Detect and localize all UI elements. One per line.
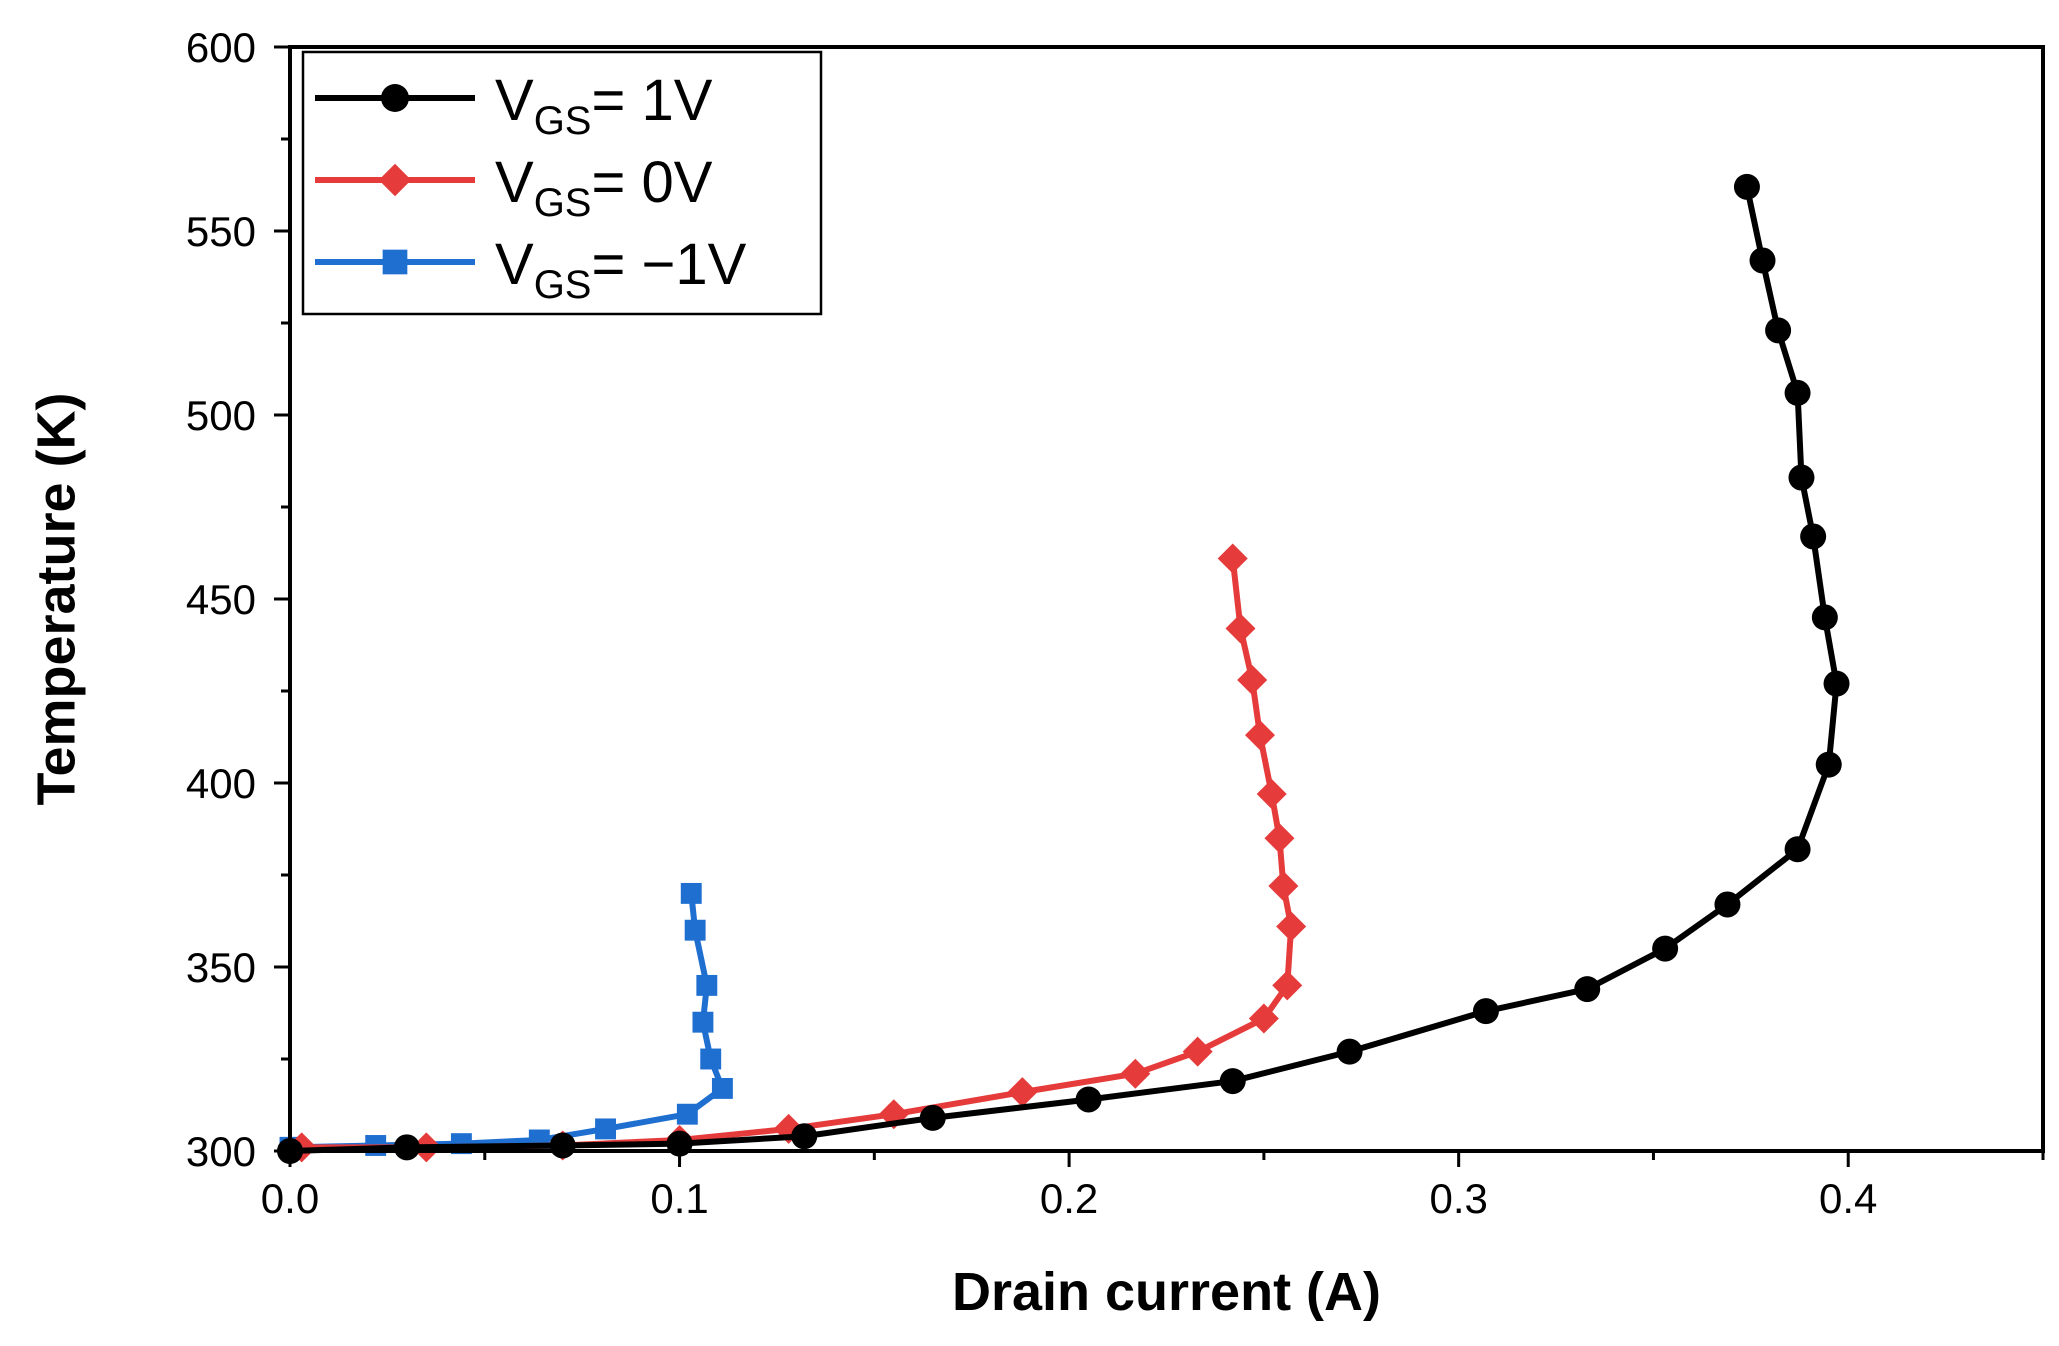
legend-marker [378, 163, 412, 197]
y-axis-title: Temperature (K) [26, 392, 86, 805]
series-diamond [286, 543, 1307, 1163]
data-point [1248, 1003, 1279, 1034]
legend-item: VGS= −1V [315, 232, 747, 307]
data-point [919, 1104, 946, 1131]
x-tick-label: 0.2 [1040, 1175, 1098, 1222]
x-axis-title: Drain current (A) [952, 1262, 1381, 1322]
data-point [1272, 970, 1303, 1001]
data-point [700, 1048, 722, 1070]
legend-label: VGS= 1V [495, 68, 713, 143]
data-point [1788, 464, 1815, 491]
x-tick-label: 0.3 [1429, 1175, 1487, 1222]
data-point [1784, 379, 1811, 406]
y-tick-label: 600 [186, 24, 256, 71]
data-point [791, 1123, 818, 1150]
legend-label: VGS= 0V [495, 150, 713, 225]
data-point [1749, 247, 1776, 274]
data-point [1075, 1086, 1102, 1113]
data-point [595, 1118, 616, 1140]
data-point [1733, 173, 1760, 200]
y-tick-label: 300 [186, 1128, 256, 1175]
ticks-layer: 0.0 0.1 0.2 0.3 0.4 300 350 400 450 500 550 600 [186, 24, 2045, 1222]
data-point [1244, 720, 1275, 751]
data-point [1237, 664, 1268, 695]
y-tick-label: 500 [186, 392, 256, 439]
x-tick-label: 0.1 [650, 1175, 708, 1222]
data-point [711, 1077, 733, 1099]
data-point [680, 882, 702, 904]
data-point [1256, 779, 1287, 810]
legend-item: VGS= 0V [315, 150, 713, 225]
data-point [1217, 543, 1248, 574]
data-point [1276, 911, 1307, 942]
data-point [1268, 871, 1299, 902]
data-point [676, 1103, 698, 1125]
legend-marker [381, 84, 409, 112]
legend-label: VGS= −1V [495, 232, 747, 307]
series-line [289, 186, 1840, 1154]
data-point [1811, 604, 1838, 631]
data-point [549, 1132, 576, 1159]
x-tick-label: 0.4 [1819, 1175, 1877, 1222]
data-point [1652, 935, 1679, 962]
y-tick-label: 550 [186, 208, 256, 255]
series-square [279, 882, 733, 1158]
data-point [1472, 998, 1499, 1025]
data-point [1714, 891, 1741, 918]
y-tick-label: 350 [186, 944, 256, 991]
series-line [301, 558, 1295, 1151]
data-point [1823, 670, 1850, 697]
data-point [1219, 1068, 1246, 1095]
data-point [696, 974, 718, 996]
series-circle [277, 173, 1850, 1164]
series-line [289, 893, 726, 1151]
data-point [1182, 1036, 1213, 1067]
data-point [1120, 1058, 1151, 1089]
data-point [1336, 1038, 1363, 1065]
data-point [692, 1011, 714, 1033]
data-point [1264, 823, 1295, 854]
data-point [1007, 1077, 1038, 1108]
y-tick-label: 400 [186, 760, 256, 807]
legend-item: VGS= 1V [315, 68, 713, 143]
series-layer [277, 173, 1850, 1164]
legend-marker [382, 249, 408, 275]
data-point [1225, 613, 1256, 644]
data-point [684, 919, 706, 941]
y-tick-label: 450 [186, 576, 256, 623]
data-point [1815, 751, 1842, 778]
data-point [1765, 317, 1792, 344]
data-point [393, 1134, 420, 1161]
data-point [1574, 976, 1601, 1003]
data-point [1784, 836, 1811, 863]
x-tick-label: 0.0 [261, 1175, 319, 1222]
data-point [1800, 523, 1827, 550]
